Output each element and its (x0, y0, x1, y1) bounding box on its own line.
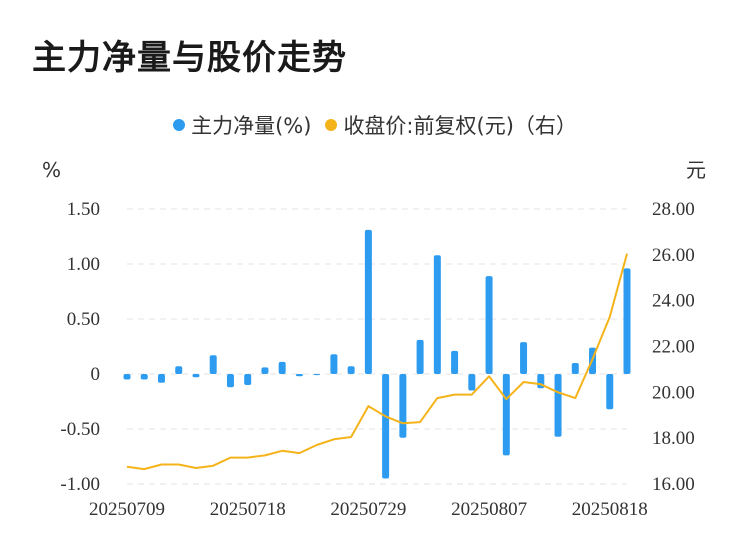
bar (295, 374, 303, 377)
right-tick-label: 22.00 (652, 337, 695, 358)
x-tick-label: 20250709 (89, 499, 165, 520)
legend-item-close-price[interactable]: 收盘价:前复权(元)（右） (325, 110, 577, 140)
bar (606, 374, 614, 410)
bar (451, 350, 459, 374)
bar (399, 374, 407, 438)
bar (261, 367, 269, 374)
right-tick-label: 16.00 (652, 474, 695, 495)
bar-series (123, 229, 631, 479)
left-tick-label: -0.50 (60, 419, 100, 440)
left-tick-label: 1.00 (67, 254, 100, 275)
bar (554, 374, 562, 437)
left-tick-label: 1.50 (67, 199, 100, 220)
legend-label: 主力净量(%) (191, 114, 312, 138)
bar (433, 255, 441, 374)
bar (330, 354, 338, 374)
axes: % 元 1.50 1.00 0.50 0 -0.50 -1.00 28.00 26.00 24.… (42, 158, 706, 520)
price-line (126, 253, 628, 471)
left-tick-label: 0.50 (67, 309, 100, 330)
right-tick-label: 18.00 (652, 428, 695, 449)
legend-item-net-flow[interactable]: 主力净量(%) (173, 110, 311, 140)
bar (571, 363, 579, 374)
chart-title: 主力净量与股价走势 (32, 38, 347, 78)
bar (244, 374, 252, 385)
right-tick-label: 20.00 (652, 382, 695, 403)
gridlines (127, 208, 627, 485)
bar (226, 374, 234, 388)
bar (347, 366, 355, 374)
legend-dot-icon (325, 119, 338, 131)
bar (140, 374, 148, 380)
legend: 主力净量(%) 收盘价:前复权(元)（右） (0, 110, 750, 140)
x-tick-label: 20250807 (451, 499, 527, 520)
x-tick-label: 20250718 (210, 499, 286, 520)
x-tick-label: 20250729 (330, 499, 406, 520)
bar (123, 374, 131, 380)
right-tick-label: 26.00 (652, 245, 695, 266)
bar (485, 276, 493, 374)
legend-dot-icon (173, 119, 186, 131)
right-tick-label: 24.00 (652, 291, 695, 312)
bar (192, 374, 200, 378)
bar (623, 268, 631, 374)
left-axis-unit: % (42, 158, 61, 182)
line-series (126, 253, 628, 471)
legend-label: 收盘价:前复权(元)（右） (343, 114, 577, 138)
bar (278, 361, 286, 374)
bar (502, 374, 510, 456)
bar (416, 339, 424, 374)
bar (520, 342, 528, 374)
bar (175, 366, 183, 374)
right-tick-label: 28.00 (652, 199, 695, 220)
bar (382, 374, 390, 479)
x-tick-label: 20250818 (572, 499, 648, 520)
bar (157, 374, 165, 383)
left-tick-label: 0 (91, 364, 101, 385)
left-tick-label: -1.00 (60, 474, 100, 495)
right-axis-unit: 元 (686, 158, 706, 182)
bar (209, 355, 217, 374)
bar (313, 374, 321, 376)
bar (468, 374, 476, 391)
bar (364, 229, 372, 374)
